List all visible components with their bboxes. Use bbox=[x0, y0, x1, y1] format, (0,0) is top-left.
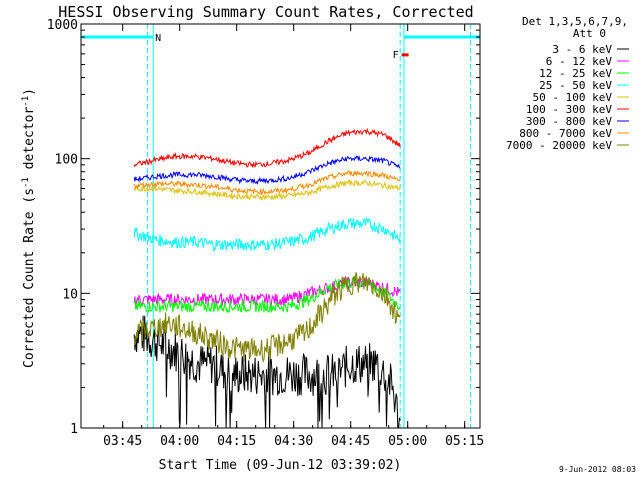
series-line-0 bbox=[133, 315, 401, 429]
legend-label-3: 25 - 50 keV bbox=[539, 79, 612, 92]
x-tick-label-4: 04:45 bbox=[331, 434, 370, 449]
legend-label-2: 12 - 25 keV bbox=[539, 67, 612, 80]
legend-label-7: 800 - 7000 keV bbox=[519, 127, 612, 140]
series-line-6 bbox=[133, 154, 401, 185]
x-tick-label-3: 04:30 bbox=[274, 434, 313, 449]
legend-label-4: 50 - 100 keV bbox=[533, 91, 613, 104]
y-tick-label-0: 1 bbox=[70, 422, 78, 437]
y-tick-label-2: 100 bbox=[55, 153, 78, 168]
y-axis-label-sup1: -1 bbox=[21, 177, 31, 188]
series-line-4 bbox=[133, 179, 401, 201]
y-tick-label-3: 1000 bbox=[47, 18, 78, 33]
y-axis-label-main: Corrected Count Rate (s bbox=[22, 188, 37, 368]
legend-label-6: 300 - 800 keV bbox=[526, 115, 612, 128]
y-tick-label-1: 10 bbox=[62, 287, 78, 302]
y-axis-label: Corrected Count Rate (s-1 detector-1) bbox=[21, 88, 37, 368]
x-tick-label-6: 05:15 bbox=[445, 434, 484, 449]
legend-label-8: 7000 - 20000 keV bbox=[506, 139, 612, 152]
plot-area: 03:45 04:00 04:15 04:30 04:45 05:00 05:15 1 10 10… bbox=[47, 18, 485, 449]
y-axis-label-end: ) bbox=[22, 88, 37, 96]
x-tick-label-1: 04:00 bbox=[160, 434, 199, 449]
legend-header-line-2: Att 0 bbox=[573, 27, 606, 40]
legend-label-5: 100 - 300 keV bbox=[526, 103, 612, 116]
x-tick-label-0: 03:45 bbox=[103, 434, 142, 449]
series-line-3 bbox=[133, 217, 401, 253]
series-line-7 bbox=[133, 170, 401, 196]
legend-label-1: 6 - 12 keV bbox=[546, 55, 613, 68]
timestamp: 9-Jun-2012 08:03 bbox=[559, 465, 636, 474]
legend-label-0: 3 - 6 keV bbox=[552, 43, 612, 56]
x-axis-label: Start Time (09-Jun-12 03:39:02) bbox=[159, 458, 402, 473]
marker-f: F bbox=[393, 50, 399, 61]
x-tick-label-5: 05:00 bbox=[388, 434, 427, 449]
marker-n: N bbox=[155, 33, 161, 44]
series-line-5 bbox=[133, 127, 401, 168]
series-line-2 bbox=[133, 276, 401, 314]
legend-header-line-1: Det 1,3,5,6,7,9, bbox=[522, 15, 628, 28]
y-axis-label-mid: detector bbox=[22, 107, 37, 178]
chart-title: HESSI Observing Summary Count Rates, Cor… bbox=[58, 3, 473, 21]
series-line-1 bbox=[133, 275, 401, 308]
x-tick-label-2: 04:15 bbox=[217, 434, 256, 449]
plot-frame bbox=[80, 23, 481, 429]
series-line-8 bbox=[133, 272, 401, 363]
y-axis-label-sup2: -1 bbox=[21, 96, 31, 107]
